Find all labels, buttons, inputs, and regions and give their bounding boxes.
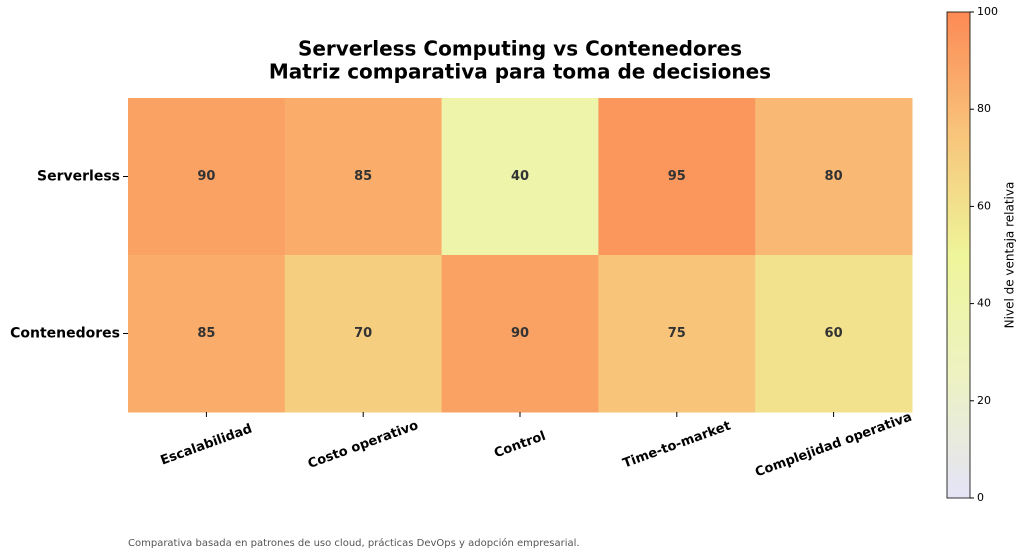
colorbar-tick-label: 40 <box>977 297 991 310</box>
x-tick-label: Control <box>492 429 548 461</box>
chart-subtitle: Matriz comparativa para toma de decision… <box>269 60 771 84</box>
x-tick-label: Time-to-market <box>621 419 733 472</box>
cell-value-label: 90 <box>511 326 529 341</box>
colorbar-tick-label: 100 <box>977 5 998 18</box>
cell-value-label: 70 <box>354 326 372 341</box>
chart-title: Serverless Computing vs Contenedores <box>298 37 742 61</box>
footnote: Comparativa basada en patrones de uso cl… <box>128 537 580 549</box>
cell-value-label: 60 <box>825 326 843 341</box>
heatmap-cell <box>598 98 756 256</box>
y-tick-label: Contenedores <box>10 326 120 342</box>
colorbar-tick-label: 20 <box>977 394 991 407</box>
heatmap-cell <box>128 255 286 413</box>
colorbar-tick-label: 80 <box>977 102 991 115</box>
colorbar-tick-label: 60 <box>977 199 991 212</box>
heatmap-cell <box>441 98 599 256</box>
heatmap-cell <box>284 255 443 413</box>
x-tick-label: Escalabilidad <box>159 421 255 468</box>
colorbar <box>946 11 971 499</box>
y-tick-label: Serverless <box>37 169 120 185</box>
cell-value-label: 85 <box>197 326 215 341</box>
cell-value-label: 95 <box>668 169 686 184</box>
colorbar-label: Nivel de ventaja relativa <box>1003 182 1017 329</box>
cell-value-label: 90 <box>197 169 215 184</box>
heatmap-cell <box>441 255 599 413</box>
heatmap-cell <box>284 98 443 256</box>
heatmap-cell <box>128 98 286 256</box>
x-tick-label: Complejidad operativa <box>753 410 914 481</box>
heatmap-cell <box>755 98 913 256</box>
cell-value-label: 85 <box>354 169 372 184</box>
cell-value-label: 80 <box>825 169 843 184</box>
heatmap-cell <box>755 255 913 413</box>
cell-value-label: 75 <box>668 326 686 341</box>
heatmap-cell <box>598 255 756 413</box>
x-tick-label: Costo operativo <box>306 418 420 472</box>
colorbar-tick-label: 0 <box>977 491 984 504</box>
cell-value-label: 40 <box>511 169 529 184</box>
